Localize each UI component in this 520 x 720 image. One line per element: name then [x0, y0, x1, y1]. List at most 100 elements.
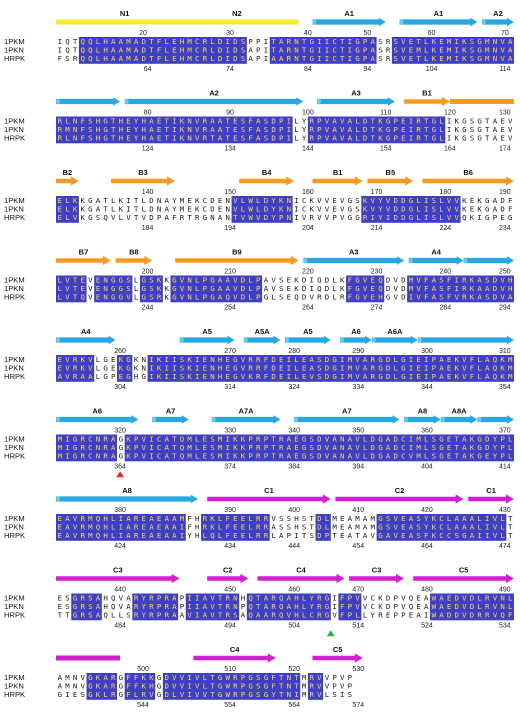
- residue: S: [302, 522, 306, 531]
- residue: D: [218, 37, 222, 46]
- residue: T: [455, 434, 460, 443]
- residue: R: [149, 602, 154, 611]
- residue: L: [195, 434, 200, 443]
- residue-number-bottom: 374: [224, 463, 236, 470]
- residue: S: [65, 54, 69, 63]
- residue: N: [294, 54, 298, 63]
- residue: T: [172, 434, 177, 443]
- sequence-name: 1PKM: [4, 434, 25, 443]
- residue: V: [142, 434, 147, 443]
- residue: V: [363, 593, 368, 602]
- residue: I: [340, 355, 344, 364]
- residue-number-bottom: 484: [114, 622, 126, 629]
- residue: S: [432, 434, 436, 443]
- residue: E: [126, 125, 130, 134]
- residue: S: [256, 681, 260, 690]
- residue: C: [371, 602, 375, 611]
- residue: W: [226, 681, 231, 690]
- residue: M: [218, 443, 223, 452]
- residue: G: [88, 673, 92, 682]
- residue: P: [393, 602, 398, 611]
- residue: D: [164, 673, 168, 682]
- residue: R: [103, 434, 108, 443]
- residue: Y: [271, 196, 276, 205]
- residue: L: [218, 514, 223, 523]
- residue: R: [371, 372, 376, 381]
- ss-label: A5A: [255, 327, 271, 336]
- residue: K: [462, 37, 467, 46]
- residue: L: [203, 673, 208, 682]
- residue-number-bottom: 194: [224, 225, 236, 232]
- residue: Y: [302, 125, 307, 134]
- residue: G: [309, 37, 313, 46]
- residue: Y: [493, 452, 498, 461]
- residue: V: [233, 204, 238, 213]
- residue: V: [355, 355, 360, 364]
- residue: G: [378, 372, 382, 381]
- strand-arrow: [404, 96, 450, 107]
- residue: M: [187, 37, 192, 46]
- residue: A: [493, 134, 498, 143]
- residue: K: [477, 204, 482, 213]
- residue: L: [195, 284, 200, 293]
- residue: R: [371, 355, 376, 364]
- helix-cap: [56, 98, 60, 105]
- residue: H: [195, 531, 199, 540]
- residue: P: [241, 602, 246, 611]
- residue-number-top: 430: [499, 507, 511, 514]
- residue: T: [294, 673, 299, 682]
- residue: D: [164, 690, 168, 699]
- residue: L: [203, 681, 208, 690]
- helix-arrow: [463, 256, 514, 265]
- residue: E: [294, 452, 298, 461]
- residue: G: [103, 372, 107, 381]
- residue: P: [134, 434, 139, 443]
- residue: E: [126, 134, 130, 143]
- residue: L: [58, 284, 63, 293]
- residue: V: [493, 522, 498, 531]
- residue: A: [149, 531, 154, 540]
- residue: Q: [317, 275, 322, 284]
- residue: F: [348, 275, 353, 284]
- conserved-box: [56, 196, 79, 223]
- residue: T: [73, 275, 78, 284]
- residue: E: [470, 204, 474, 213]
- residue: E: [409, 611, 413, 620]
- residue: I: [65, 452, 69, 461]
- residue: D: [401, 284, 405, 293]
- residue: E: [241, 514, 245, 523]
- residue: A: [462, 434, 467, 443]
- residue: D: [500, 204, 504, 213]
- residue-number-bottom: 394: [352, 463, 364, 470]
- residue: L: [302, 593, 307, 602]
- residue: S: [88, 125, 92, 134]
- residue: A: [264, 602, 269, 611]
- residue: G: [233, 363, 237, 372]
- residue: M: [508, 372, 513, 381]
- residue: L: [477, 593, 482, 602]
- residue: K: [149, 673, 154, 682]
- residue: D: [149, 196, 153, 205]
- residue: M: [180, 196, 185, 205]
- residue-number-top: 160: [302, 189, 314, 196]
- conserved-box: [269, 37, 377, 64]
- residue: C: [195, 37, 199, 46]
- residue: A: [279, 531, 284, 540]
- residue: I: [226, 45, 230, 54]
- residue: H: [103, 37, 107, 46]
- residue: M: [187, 434, 192, 443]
- residue: T: [111, 116, 116, 125]
- residue: T: [279, 673, 284, 682]
- residue: W: [248, 196, 253, 205]
- helix-arrow: [372, 335, 418, 345]
- helix-cap: [211, 416, 216, 423]
- residue: A: [256, 125, 261, 134]
- residue: P: [317, 116, 322, 125]
- residue: I: [409, 293, 413, 302]
- conserved-box: [307, 116, 446, 144]
- residue: G: [439, 434, 443, 443]
- residue: G: [378, 355, 382, 364]
- residue: T: [424, 134, 429, 143]
- residue: L: [363, 452, 368, 461]
- residue: R: [256, 531, 261, 540]
